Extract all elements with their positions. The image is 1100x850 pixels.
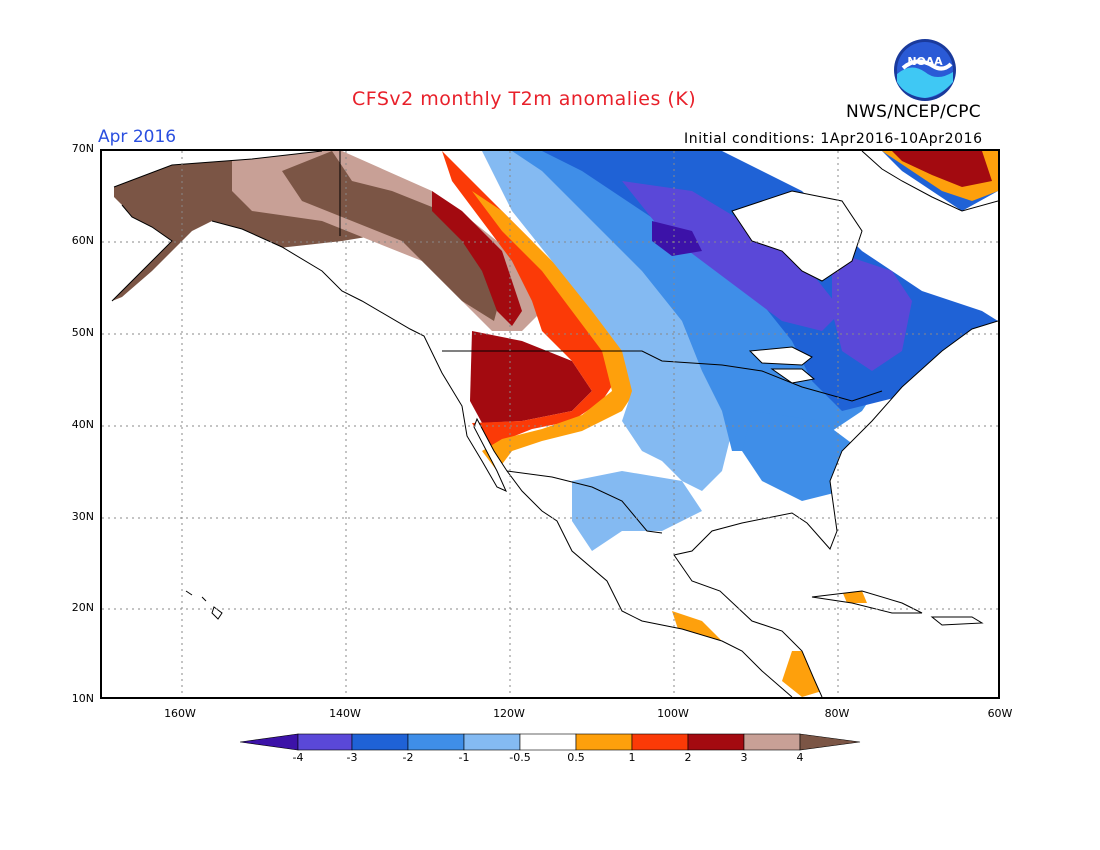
anomaly-map-svg <box>102 151 998 697</box>
initial-conditions-label: Initial conditions: 1Apr2016-10Apr2016 <box>684 131 983 147</box>
valid-month-label: Apr 2016 <box>98 127 177 147</box>
svg-text:NOAA: NOAA <box>907 55 943 68</box>
lon-label-160w: 160W <box>164 707 196 720</box>
color-legend <box>240 733 861 751</box>
lat-label-50n: 50N <box>71 326 94 339</box>
agency-label: NWS/NCEP/CPC <box>846 102 981 122</box>
lat-label-70n: 70N <box>71 142 94 155</box>
noaa-logo-icon: NOAA <box>894 39 956 101</box>
lon-label-80w: 80W <box>824 707 850 720</box>
legend-label-minus05: -0.5 <box>509 751 531 764</box>
lon-label-120w: 120W <box>493 707 525 720</box>
lat-label-30n: 30N <box>71 510 94 523</box>
legend-label-minus3: -3 <box>346 751 358 764</box>
lat-label-20n: 20N <box>71 601 94 614</box>
legend-label-2: 2 <box>684 751 692 764</box>
lon-label-100w: 100W <box>657 707 689 720</box>
anomaly-map <box>100 149 1000 699</box>
lon-label-140w: 140W <box>329 707 361 720</box>
lat-label-60n: 60N <box>71 234 94 247</box>
legend-label-minus1: -1 <box>458 751 470 764</box>
legend-label-1: 1 <box>628 751 636 764</box>
map-title: CFSv2 monthly T2m anomalies (K) <box>352 88 697 110</box>
legend-label-minus4: -4 <box>292 751 304 764</box>
legend-label-4: 4 <box>796 751 804 764</box>
legend-label-05: 0.5 <box>567 751 585 764</box>
legend-label-minus2: -2 <box>402 751 414 764</box>
lat-label-10n: 10N <box>71 692 94 705</box>
lon-label-60w: 60W <box>987 707 1013 720</box>
lat-label-40n: 40N <box>71 418 94 431</box>
legend-label-3: 3 <box>740 751 748 764</box>
